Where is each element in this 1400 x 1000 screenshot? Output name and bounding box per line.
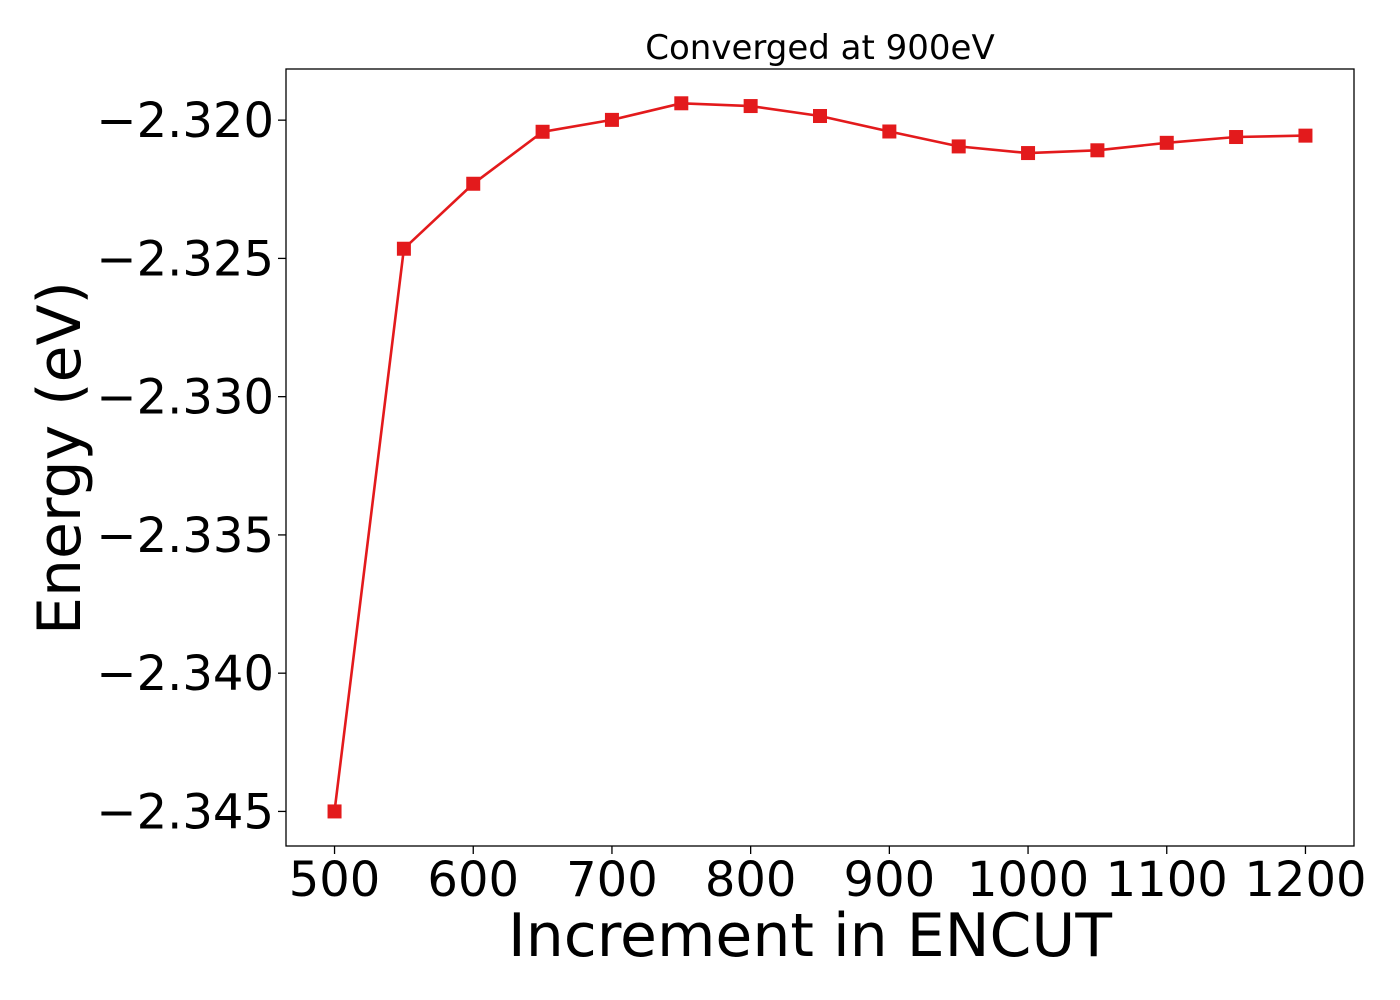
data-point-marker xyxy=(396,241,411,256)
x-tick-label: 700 xyxy=(566,852,658,908)
data-point-marker xyxy=(604,112,619,127)
x-tick-label: 600 xyxy=(427,852,519,908)
y-axis-label: Energy (eV) xyxy=(25,281,95,635)
x-tick-label: 500 xyxy=(289,852,381,908)
data-point-marker xyxy=(1229,130,1244,145)
x-tick-label: 1200 xyxy=(1244,852,1366,908)
data-point-marker xyxy=(466,176,481,191)
data-point-marker xyxy=(1090,143,1105,158)
x-tick-label: 800 xyxy=(705,852,797,908)
x-tick-label: 900 xyxy=(844,852,936,908)
y-tick-label: −2.330 xyxy=(96,370,274,426)
x-tick-label: 1100 xyxy=(1106,852,1228,908)
y-tick-label: −2.335 xyxy=(96,508,274,564)
data-point-marker xyxy=(1298,128,1313,143)
y-tick-label: −2.325 xyxy=(96,231,274,287)
x-tick-label: 1000 xyxy=(967,852,1089,908)
data-point-marker xyxy=(743,99,758,114)
data-point-marker xyxy=(813,109,827,124)
data-point-marker xyxy=(535,124,550,139)
data-point-marker xyxy=(327,804,342,819)
series-layer xyxy=(327,96,1313,819)
data-point-marker xyxy=(882,124,897,139)
chart-title: Converged at 900eV xyxy=(645,28,994,68)
data-point-marker xyxy=(674,96,689,111)
y-axis: −2.345 −2.340 −2.335 −2.330 −2.325 −2.320 xyxy=(96,93,286,840)
data-point-marker xyxy=(1021,146,1036,161)
y-tick-label: −2.320 xyxy=(96,93,274,149)
plot-frame xyxy=(285,68,1355,847)
data-point-marker xyxy=(1159,135,1174,150)
y-tick-label: −2.340 xyxy=(96,646,274,702)
plot-background xyxy=(286,69,1354,846)
x-axis: 500 600 700 800 900 1000 1100 1200 xyxy=(289,846,1367,908)
data-point-marker xyxy=(951,139,966,154)
x-axis-label: Increment in ENCUT xyxy=(508,901,1112,971)
y-tick-label: −2.345 xyxy=(96,784,274,840)
